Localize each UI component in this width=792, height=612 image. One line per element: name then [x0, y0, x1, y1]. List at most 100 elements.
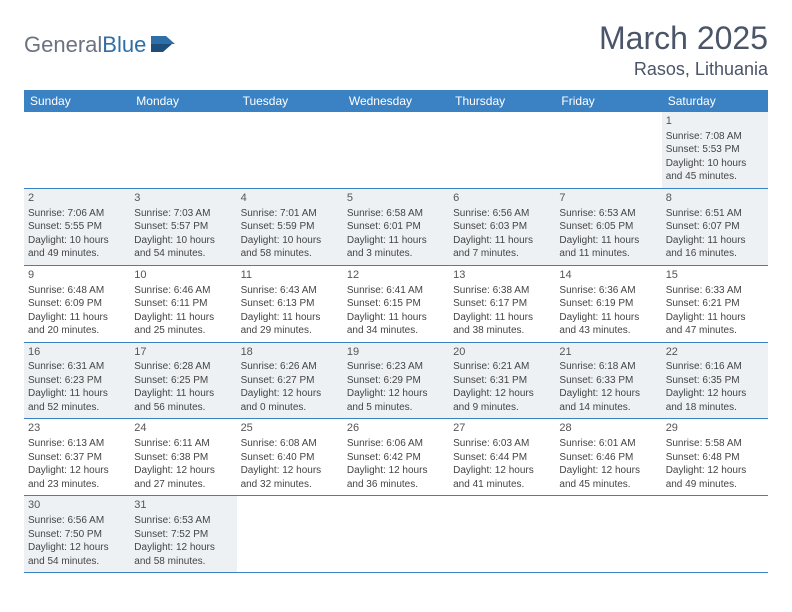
sunset-text: Sunset: 5:53 PM: [666, 143, 764, 157]
sunrise-text: Sunrise: 6:41 AM: [347, 284, 445, 298]
flag-icon: [150, 34, 176, 56]
daylight1-text: Daylight: 12 hours: [559, 387, 657, 401]
day-cell: 4Sunrise: 7:01 AMSunset: 5:59 PMDaylight…: [237, 189, 343, 265]
daylight1-text: Daylight: 10 hours: [134, 234, 232, 248]
sunset-text: Sunset: 6:15 PM: [347, 297, 445, 311]
week-row: 1Sunrise: 7:08 AMSunset: 5:53 PMDaylight…: [24, 112, 768, 189]
day-cell: 23Sunrise: 6:13 AMSunset: 6:37 PMDayligh…: [24, 419, 130, 495]
day-number: 13: [453, 268, 551, 283]
weekday-header: Tuesday: [237, 90, 343, 112]
week-row: 9Sunrise: 6:48 AMSunset: 6:09 PMDaylight…: [24, 266, 768, 343]
day-number: 9: [28, 268, 126, 283]
logo-text-blue: Blue: [102, 32, 146, 57]
day-cell: 1Sunrise: 7:08 AMSunset: 5:53 PMDaylight…: [662, 112, 768, 188]
title-block: March 2025 Rasos, Lithuania: [599, 20, 768, 80]
daylight1-text: Daylight: 12 hours: [134, 464, 232, 478]
sunset-text: Sunset: 6:35 PM: [666, 374, 764, 388]
daylight2-text: and 45 minutes.: [559, 478, 657, 492]
daylight2-text: and 18 minutes.: [666, 401, 764, 415]
day-cell: 12Sunrise: 6:41 AMSunset: 6:15 PMDayligh…: [343, 266, 449, 342]
daylight1-text: Daylight: 11 hours: [347, 234, 445, 248]
sunrise-text: Sunrise: 6:56 AM: [453, 207, 551, 221]
sunrise-text: Sunrise: 6:53 AM: [134, 514, 232, 528]
day-number: 12: [347, 268, 445, 283]
sunset-text: Sunset: 6:07 PM: [666, 220, 764, 234]
day-number: 30: [28, 498, 126, 513]
day-cell: [449, 496, 555, 572]
day-number: 8: [666, 191, 764, 206]
daylight2-text: and 3 minutes.: [347, 247, 445, 261]
day-cell: [343, 112, 449, 188]
sunrise-text: Sunrise: 6:26 AM: [241, 360, 339, 374]
sunset-text: Sunset: 6:31 PM: [453, 374, 551, 388]
daylight2-text: and 14 minutes.: [559, 401, 657, 415]
daylight2-text: and 56 minutes.: [134, 401, 232, 415]
daylight2-text: and 52 minutes.: [28, 401, 126, 415]
daylight1-text: Daylight: 11 hours: [347, 311, 445, 325]
daylight1-text: Daylight: 12 hours: [241, 387, 339, 401]
sunset-text: Sunset: 6:46 PM: [559, 451, 657, 465]
sunset-text: Sunset: 6:33 PM: [559, 374, 657, 388]
daylight1-text: Daylight: 12 hours: [28, 464, 126, 478]
day-number: 24: [134, 421, 232, 436]
week-row: 23Sunrise: 6:13 AMSunset: 6:37 PMDayligh…: [24, 419, 768, 496]
day-cell: 11Sunrise: 6:43 AMSunset: 6:13 PMDayligh…: [237, 266, 343, 342]
sunrise-text: Sunrise: 6:53 AM: [559, 207, 657, 221]
daylight1-text: Daylight: 11 hours: [28, 311, 126, 325]
day-cell: [237, 112, 343, 188]
sunset-text: Sunset: 6:48 PM: [666, 451, 764, 465]
daylight2-text: and 49 minutes.: [666, 478, 764, 492]
day-cell: 19Sunrise: 6:23 AMSunset: 6:29 PMDayligh…: [343, 343, 449, 419]
sunset-text: Sunset: 6:09 PM: [28, 297, 126, 311]
daylight1-text: Daylight: 11 hours: [453, 311, 551, 325]
calendar-page: GeneralBlue March 2025 Rasos, Lithuania …: [0, 0, 792, 593]
sunrise-text: Sunrise: 6:46 AM: [134, 284, 232, 298]
weekday-header: Saturday: [662, 90, 768, 112]
sunrise-text: Sunrise: 6:08 AM: [241, 437, 339, 451]
day-cell: 29Sunrise: 5:58 AMSunset: 6:48 PMDayligh…: [662, 419, 768, 495]
day-number: 3: [134, 191, 232, 206]
sunset-text: Sunset: 6:03 PM: [453, 220, 551, 234]
sunrise-text: Sunrise: 6:11 AM: [134, 437, 232, 451]
daylight1-text: Daylight: 12 hours: [453, 387, 551, 401]
day-cell: [24, 112, 130, 188]
day-cell: 2Sunrise: 7:06 AMSunset: 5:55 PMDaylight…: [24, 189, 130, 265]
sunrise-text: Sunrise: 6:33 AM: [666, 284, 764, 298]
day-cell: 9Sunrise: 6:48 AMSunset: 6:09 PMDaylight…: [24, 266, 130, 342]
day-cell: 28Sunrise: 6:01 AMSunset: 6:46 PMDayligh…: [555, 419, 661, 495]
sunset-text: Sunset: 6:23 PM: [28, 374, 126, 388]
day-number: 18: [241, 345, 339, 360]
daylight2-text: and 43 minutes.: [559, 324, 657, 338]
sunrise-text: Sunrise: 6:48 AM: [28, 284, 126, 298]
sunrise-text: Sunrise: 7:01 AM: [241, 207, 339, 221]
day-cell: 27Sunrise: 6:03 AMSunset: 6:44 PMDayligh…: [449, 419, 555, 495]
sunrise-text: Sunrise: 6:31 AM: [28, 360, 126, 374]
day-cell: [237, 496, 343, 572]
day-number: 22: [666, 345, 764, 360]
page-header: GeneralBlue March 2025 Rasos, Lithuania: [24, 20, 768, 80]
sunrise-text: Sunrise: 7:06 AM: [28, 207, 126, 221]
sunset-text: Sunset: 6:37 PM: [28, 451, 126, 465]
sunset-text: Sunset: 7:50 PM: [28, 528, 126, 542]
daylight1-text: Daylight: 12 hours: [241, 464, 339, 478]
sunrise-text: Sunrise: 6:28 AM: [134, 360, 232, 374]
day-number: 27: [453, 421, 551, 436]
daylight2-text: and 41 minutes.: [453, 478, 551, 492]
sunset-text: Sunset: 6:29 PM: [347, 374, 445, 388]
daylight1-text: Daylight: 10 hours: [241, 234, 339, 248]
daylight2-text: and 32 minutes.: [241, 478, 339, 492]
daylight1-text: Daylight: 12 hours: [347, 387, 445, 401]
daylight2-text: and 34 minutes.: [347, 324, 445, 338]
weekday-header: Wednesday: [343, 90, 449, 112]
sunrise-text: Sunrise: 6:03 AM: [453, 437, 551, 451]
logo-text-gray: General: [24, 32, 102, 57]
sunrise-text: Sunrise: 5:58 AM: [666, 437, 764, 451]
week-row: 2Sunrise: 7:06 AMSunset: 5:55 PMDaylight…: [24, 189, 768, 266]
day-cell: [449, 112, 555, 188]
daylight2-text: and 47 minutes.: [666, 324, 764, 338]
day-number: 29: [666, 421, 764, 436]
sunrise-text: Sunrise: 6:01 AM: [559, 437, 657, 451]
day-cell: [555, 112, 661, 188]
daylight1-text: Daylight: 11 hours: [666, 234, 764, 248]
daylight2-text: and 9 minutes.: [453, 401, 551, 415]
